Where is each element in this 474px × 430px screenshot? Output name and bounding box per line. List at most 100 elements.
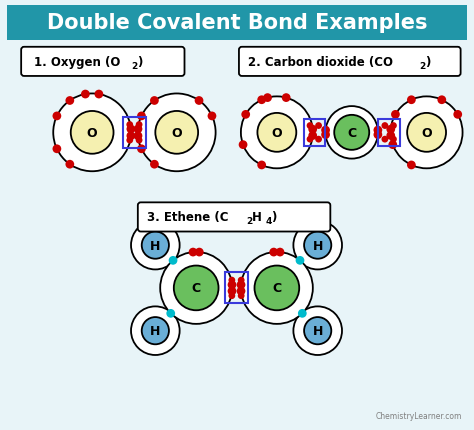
FancyBboxPatch shape	[7, 6, 467, 41]
Circle shape	[298, 309, 307, 318]
Circle shape	[293, 307, 342, 355]
Text: ): )	[137, 56, 142, 69]
Circle shape	[131, 307, 180, 355]
Circle shape	[374, 131, 382, 140]
Circle shape	[81, 90, 90, 99]
Circle shape	[65, 160, 74, 169]
Circle shape	[169, 256, 177, 265]
Circle shape	[137, 145, 146, 154]
Circle shape	[382, 136, 388, 143]
Circle shape	[241, 252, 313, 324]
Circle shape	[257, 161, 266, 170]
Circle shape	[453, 111, 462, 120]
Text: O: O	[172, 126, 182, 139]
Circle shape	[315, 123, 322, 129]
Circle shape	[228, 287, 237, 296]
Text: H: H	[312, 239, 323, 252]
Circle shape	[321, 131, 330, 140]
FancyBboxPatch shape	[239, 48, 461, 77]
Circle shape	[150, 160, 159, 169]
Bar	[304, 120, 325, 147]
Text: O: O	[87, 126, 98, 139]
Text: C: C	[272, 282, 282, 295]
Text: ): )	[425, 56, 430, 69]
Text: O: O	[421, 126, 432, 139]
Circle shape	[127, 138, 133, 144]
Text: Double Covalent Bond Examples: Double Covalent Bond Examples	[47, 13, 427, 34]
Circle shape	[65, 97, 74, 106]
Circle shape	[334, 116, 369, 150]
Circle shape	[407, 114, 446, 152]
Circle shape	[127, 132, 135, 141]
Circle shape	[307, 123, 313, 129]
Circle shape	[304, 317, 331, 344]
Text: O: O	[272, 126, 282, 139]
Circle shape	[257, 96, 266, 105]
Circle shape	[166, 309, 175, 318]
Circle shape	[308, 132, 317, 141]
Circle shape	[239, 141, 247, 150]
Circle shape	[315, 136, 322, 143]
Circle shape	[189, 248, 197, 257]
Circle shape	[137, 112, 146, 121]
Circle shape	[386, 126, 395, 134]
FancyBboxPatch shape	[138, 203, 330, 232]
Circle shape	[263, 94, 272, 103]
Circle shape	[160, 252, 232, 324]
Text: 2: 2	[419, 61, 425, 71]
Circle shape	[391, 97, 463, 169]
Bar	[123, 117, 146, 148]
Text: 1. Oxygen (O: 1. Oxygen (O	[34, 56, 120, 69]
Circle shape	[275, 248, 284, 257]
Circle shape	[238, 277, 245, 284]
Circle shape	[53, 145, 61, 154]
Circle shape	[134, 125, 142, 134]
Circle shape	[238, 292, 245, 299]
Circle shape	[382, 123, 388, 129]
Circle shape	[237, 287, 246, 296]
Circle shape	[134, 132, 142, 141]
Circle shape	[374, 126, 382, 135]
Circle shape	[390, 136, 397, 143]
Circle shape	[282, 94, 291, 103]
Circle shape	[304, 232, 331, 259]
Text: ): )	[271, 211, 276, 224]
Circle shape	[138, 94, 216, 172]
Circle shape	[296, 256, 304, 265]
Circle shape	[321, 126, 330, 135]
Circle shape	[326, 107, 378, 159]
Bar	[378, 120, 400, 147]
Circle shape	[142, 317, 169, 344]
Circle shape	[391, 111, 400, 120]
Circle shape	[136, 122, 143, 129]
Circle shape	[308, 126, 317, 134]
Circle shape	[142, 232, 169, 259]
Circle shape	[386, 132, 395, 141]
Circle shape	[127, 122, 133, 129]
Text: 2. Carbon dioxide (CO: 2. Carbon dioxide (CO	[248, 56, 392, 69]
Circle shape	[237, 281, 246, 289]
Circle shape	[390, 123, 397, 129]
Circle shape	[136, 138, 143, 144]
Text: H: H	[150, 324, 161, 338]
Circle shape	[131, 221, 180, 270]
Circle shape	[438, 96, 446, 105]
Text: H: H	[312, 324, 323, 338]
Text: H: H	[252, 211, 262, 224]
Text: 2: 2	[246, 217, 252, 226]
Circle shape	[127, 125, 135, 134]
Circle shape	[94, 90, 103, 99]
Circle shape	[155, 112, 198, 154]
Text: C: C	[191, 282, 201, 295]
Circle shape	[307, 136, 313, 143]
Circle shape	[150, 97, 159, 106]
Circle shape	[195, 248, 204, 257]
Circle shape	[407, 96, 416, 105]
Circle shape	[228, 281, 237, 289]
Circle shape	[255, 266, 299, 310]
Circle shape	[53, 94, 131, 172]
Circle shape	[269, 248, 278, 257]
Bar	[225, 273, 248, 304]
FancyBboxPatch shape	[21, 48, 184, 77]
Circle shape	[53, 112, 61, 121]
